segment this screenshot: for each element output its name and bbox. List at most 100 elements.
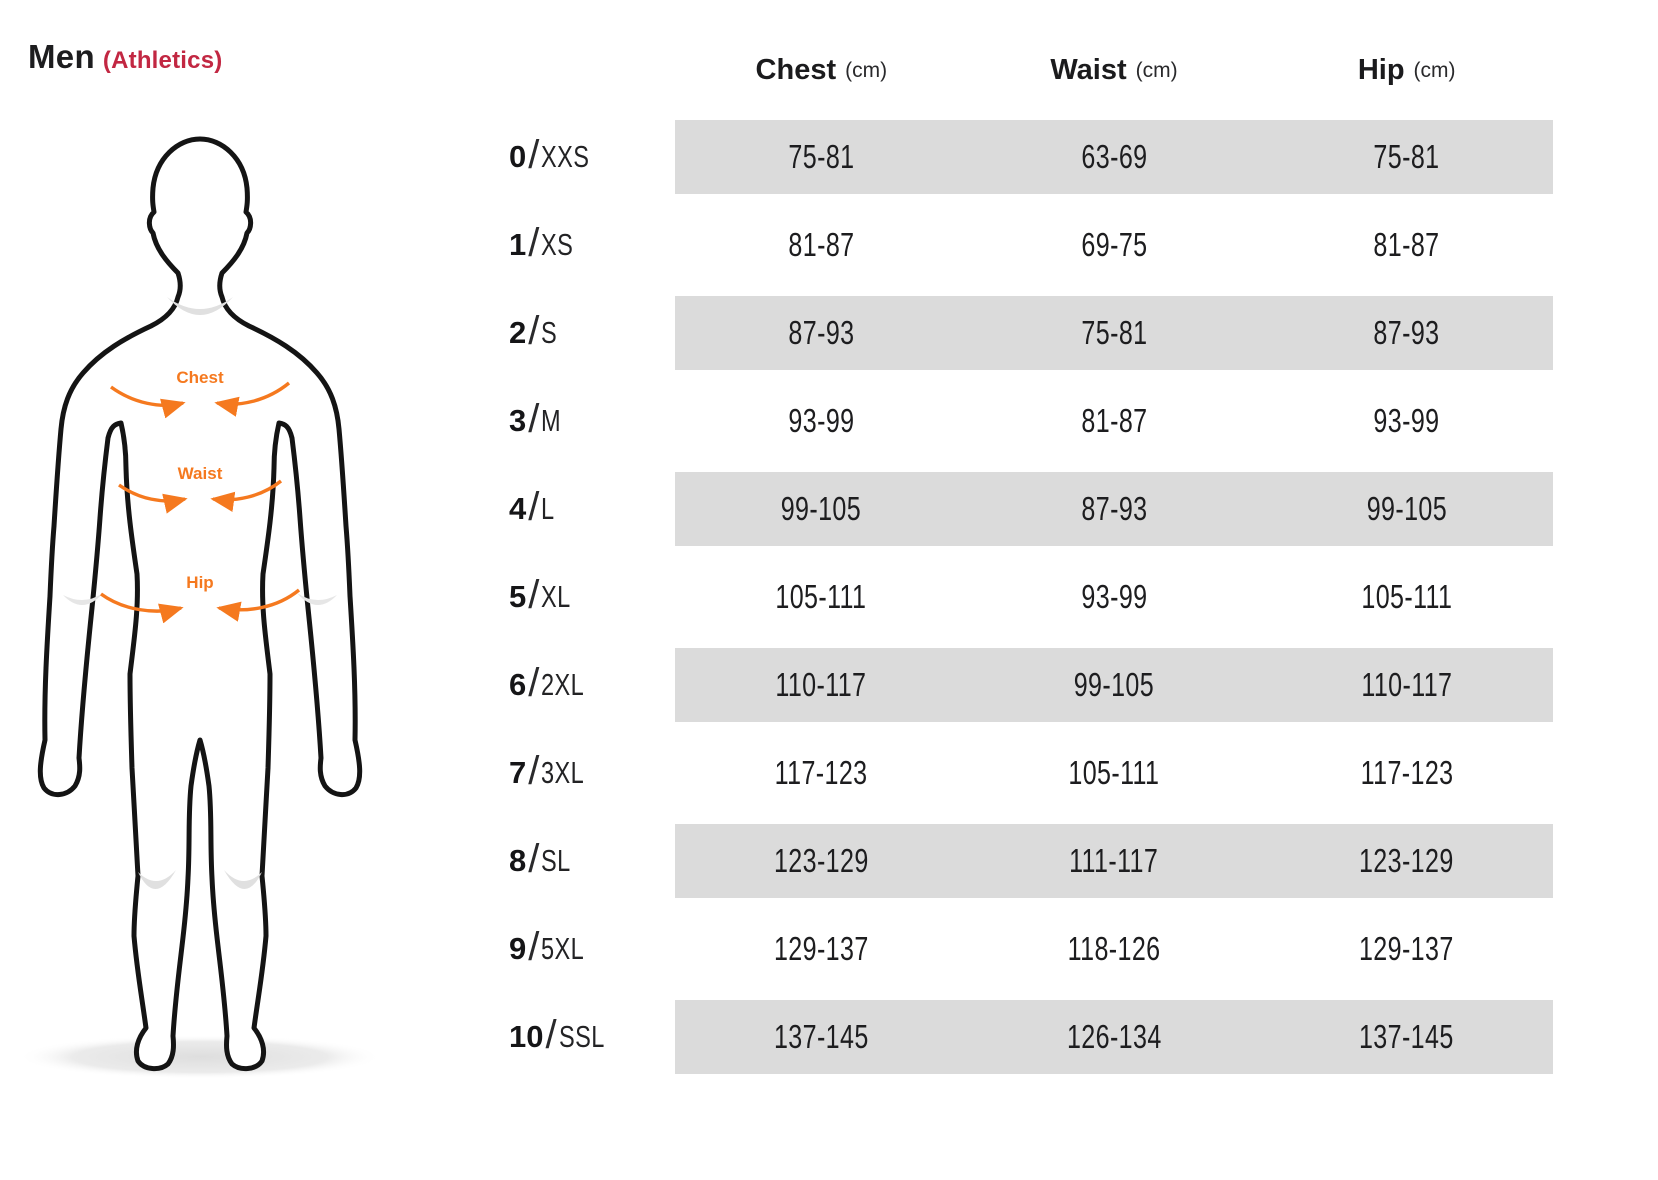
column-name-hip: Hip: [1357, 54, 1405, 86]
table-body: 0/XXS 75-81 63-69 75-81 1/XS 81-87 69-75: [447, 113, 1553, 1081]
waist-value: 105-111: [1068, 754, 1160, 791]
size-label: 4/L: [447, 465, 675, 553]
size-label: 5/XL: [447, 553, 675, 641]
table-row: 5/XL 105-111 93-99 105-111: [447, 553, 1553, 641]
column-header-waist: Waist (cm): [968, 28, 1261, 113]
size-number: 3: [509, 403, 527, 438]
size-code: XXS: [541, 139, 590, 174]
table-row: 3/M 93-99 81-87 93-99: [447, 377, 1553, 465]
waist-cell: 93-99: [968, 560, 1261, 634]
size-code: M: [541, 403, 562, 438]
row-band: 137-145 126-134 137-145: [675, 1000, 1553, 1074]
hip-value: 87-93: [1373, 314, 1440, 351]
hip-value: 81-87: [1373, 226, 1440, 263]
hip-cell: 93-99: [1260, 384, 1553, 458]
waist-value: 93-99: [1080, 578, 1148, 615]
hip-value: 110-117: [1361, 666, 1453, 703]
chest-arrow-right: [214, 381, 291, 417]
waist-cell: 75-81: [968, 296, 1261, 370]
waist-cell: 81-87: [968, 384, 1261, 458]
table-row: 1/XS 81-87 69-75 81-87: [447, 201, 1553, 289]
hip-value: 137-145: [1359, 1018, 1455, 1055]
size-number: 6: [509, 667, 527, 702]
size-label: 8/SL: [447, 817, 675, 905]
size-separator: /: [528, 221, 540, 265]
table-row: 10/SSL 137-145 126-134 137-145: [447, 993, 1553, 1081]
size-number: 10: [509, 1019, 544, 1054]
waist-arrow-left: [118, 483, 188, 514]
chest-figure-label: Chest: [176, 368, 224, 387]
table-row: 7/3XL 117-123 105-111 117-123: [447, 729, 1553, 817]
chest-cell: 93-99: [675, 384, 968, 458]
size-separator: /: [528, 749, 540, 793]
size-label: 9/5XL: [447, 905, 675, 993]
waist-value: 87-93: [1080, 490, 1148, 527]
hip-cell: 129-137: [1260, 912, 1553, 986]
row-band: 110-117 99-105 110-117: [675, 648, 1553, 722]
table-row: 9/5XL 129-137 118-126 129-137: [447, 905, 1553, 993]
waist-cell: 126-134: [968, 1000, 1261, 1074]
waist-arrow-right: [210, 479, 283, 512]
hip-value: 93-99: [1373, 402, 1440, 439]
right-elbow-shading: [297, 593, 337, 606]
table-row: 6/2XL 110-117 99-105 110-117: [447, 641, 1553, 729]
body-figure-svg: Chest Waist Hip: [18, 136, 382, 1079]
size-separator: /: [528, 661, 540, 705]
size-separator: /: [545, 1013, 557, 1057]
chest-cell: 81-87: [675, 208, 968, 282]
size-separator: /: [528, 309, 540, 353]
chest-value: 99-105: [781, 490, 862, 527]
hip-cell: 137-145: [1260, 1000, 1553, 1074]
waist-value: 118-126: [1067, 930, 1161, 967]
chest-value: 117-123: [774, 754, 868, 791]
table-row: 0/XXS 75-81 63-69 75-81: [447, 113, 1553, 201]
hip-value: 123-129: [1359, 842, 1455, 879]
chest-value: 110-117: [775, 666, 867, 703]
waist-cell: 87-93: [968, 472, 1261, 546]
waist-value: 81-87: [1080, 402, 1148, 439]
right-knee-shading: [224, 870, 262, 890]
hip-value: 75-81: [1373, 138, 1440, 175]
size-column-spacer: [447, 28, 675, 113]
size-number: 8: [509, 843, 527, 878]
waist-cell: 118-126: [968, 912, 1261, 986]
chest-arrow-left: [110, 385, 186, 419]
column-unit-chest: (cm): [845, 58, 888, 82]
chest-cell: 137-145: [675, 1000, 968, 1074]
row-band: 87-93 75-81 87-93: [675, 296, 1553, 370]
table-row: 4/L 99-105 87-93 99-105: [447, 465, 1553, 553]
chest-cell: 87-93: [675, 296, 968, 370]
waist-figure-label: Waist: [178, 464, 223, 483]
size-label: 1/XS: [447, 201, 675, 289]
row-band: 99-105 87-93 99-105: [675, 472, 1553, 546]
size-separator: /: [528, 133, 540, 177]
hip-value: 129-137: [1359, 930, 1455, 967]
row-band: 117-123 105-111 117-123: [675, 736, 1553, 810]
size-table: Chest (cm) Waist (cm) Hip (cm) 0/XXS 75-…: [447, 28, 1553, 1081]
size-code: 3XL: [541, 755, 585, 790]
size-separator: /: [528, 837, 540, 881]
table-row: 2/S 87-93 75-81 87-93: [447, 289, 1553, 377]
chest-value: 137-145: [773, 1018, 869, 1055]
hip-value: 117-123: [1360, 754, 1454, 791]
table-row: 8/SL 123-129 111-117 123-129: [447, 817, 1553, 905]
size-number: 5: [509, 579, 527, 614]
hip-figure-label: Hip: [186, 573, 213, 592]
left-elbow-shading: [63, 593, 103, 606]
chest-value: 75-81: [788, 138, 855, 175]
size-number: 4: [509, 491, 527, 526]
hip-cell: 99-105: [1260, 472, 1553, 546]
column-header-hip: Hip (cm): [1260, 28, 1553, 113]
column-name-chest: Chest: [755, 54, 837, 86]
size-code: SSL: [558, 1019, 605, 1054]
left-knee-shading: [138, 870, 176, 890]
size-code: 2XL: [541, 667, 585, 702]
size-separator: /: [528, 397, 540, 441]
size-separator: /: [528, 925, 540, 969]
size-code: SL: [541, 843, 571, 878]
row-band: 75-81 63-69 75-81: [675, 120, 1553, 194]
size-separator: /: [528, 573, 540, 617]
hip-value: 105-111: [1361, 578, 1453, 615]
floor-shadow: [18, 1035, 382, 1079]
waist-value: 111-117: [1069, 842, 1159, 879]
